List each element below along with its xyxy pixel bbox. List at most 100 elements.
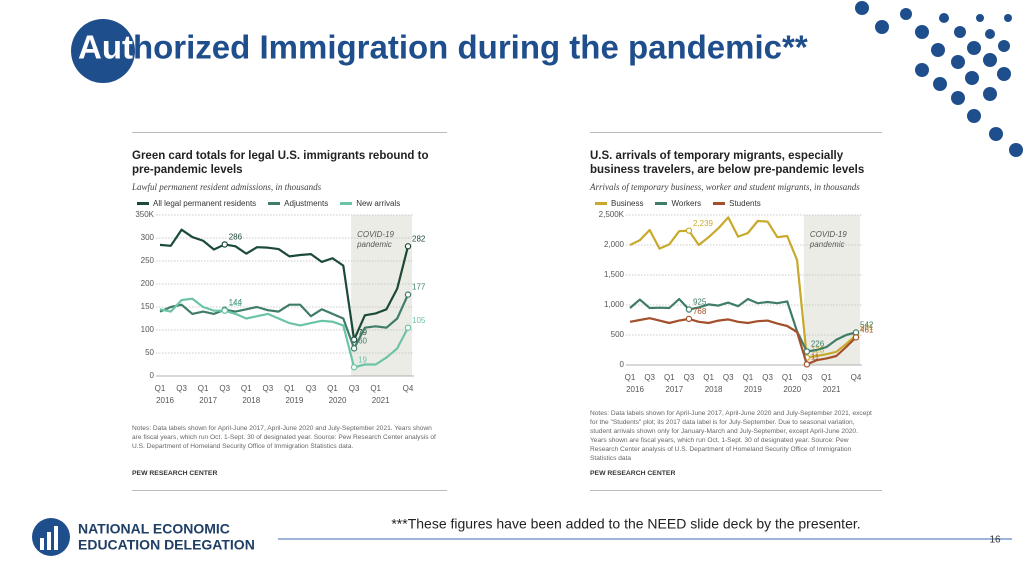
legend-item: Adjustments: [268, 199, 328, 208]
dot-pattern: [855, 1, 1023, 157]
x-year-label: 2021: [823, 385, 841, 394]
y-tick-label: 1,000: [604, 300, 625, 309]
slide-title-overlay: Authorized Immigration during the pandem…: [78, 29, 808, 66]
x-tick-label: Q3: [349, 384, 360, 393]
x-year-label: 2020: [783, 385, 801, 394]
legend-label: Students: [729, 199, 761, 208]
x-year-label: 2018: [705, 385, 723, 394]
point-marker: [685, 227, 693, 234]
point-marker: [404, 291, 412, 298]
data-label: 105: [412, 316, 426, 325]
x-tick-label: Q3: [723, 373, 734, 382]
logo-icon: [32, 518, 70, 556]
data-label: 542: [860, 321, 874, 330]
point-marker: [685, 315, 693, 323]
plot: COVID-19 pandemic 0 500 1,000 1,500 2,000 2,500…: [599, 210, 874, 394]
annotation: COVID-19 pandemic: [356, 230, 394, 249]
chart-title: Green card totals for legal U.S. immigra…: [132, 150, 429, 176]
data-label: 768: [693, 307, 707, 316]
x-year-label: 2017: [199, 396, 217, 405]
x-tick-label: Q3: [176, 384, 187, 393]
legend-item: All legal permanent residents: [137, 199, 256, 208]
chart-notes: Notes: Data labels shown for April-June …: [590, 410, 872, 462]
x-tick-label: Q3: [262, 384, 273, 393]
x-year-label: 2019: [285, 396, 303, 405]
chart-source: PEW RESEARCH CENTER: [132, 470, 218, 477]
legend-item: New arrivals: [340, 199, 400, 208]
data-label: 177: [412, 283, 426, 292]
annotation-line: pandemic: [809, 240, 845, 249]
legend-item: Workers: [655, 199, 701, 208]
series-line: [629, 216, 857, 359]
legend-label: New arrivals: [356, 199, 401, 208]
x-tick-label: Q3: [306, 384, 317, 393]
annotation-line: COVID-19: [357, 230, 394, 239]
title-badge: [71, 19, 135, 83]
legend-swatch: [713, 202, 726, 206]
x-tick-label: Q4: [403, 384, 414, 393]
chart-subtitle: Arrivals of temporary business, worker a…: [590, 182, 860, 192]
series-line: [629, 317, 857, 366]
point-marker: [221, 307, 228, 314]
data-label: 282: [412, 234, 426, 243]
x-tick-label: Q1: [370, 384, 381, 393]
legend-item: Business: [595, 199, 643, 208]
bottom-rule: [132, 490, 447, 491]
x-tick-label: Q1: [782, 373, 793, 382]
x-tick-label: Q1: [155, 384, 166, 393]
legend-label: Business: [611, 199, 644, 208]
x-tick-label: Q1: [241, 384, 252, 393]
x-year-label: 2016: [156, 396, 174, 405]
legend-label: Adjustments: [284, 199, 329, 208]
x-year-label: 2019: [744, 385, 762, 394]
x-tick-label: Q4: [851, 373, 862, 382]
x-tick-label: Q1: [327, 384, 338, 393]
y-tick-label: 350K: [135, 210, 154, 219]
chart-notes: Notes: Data labels shown for April-June …: [132, 425, 436, 450]
series-line: [159, 294, 410, 350]
data-label: 142: [229, 299, 243, 308]
point-marker: [404, 243, 412, 250]
legend: Business Workers Students: [595, 199, 761, 208]
x-year-label: 2020: [329, 396, 347, 405]
legend-swatch: [268, 202, 281, 206]
series-line: [159, 228, 410, 341]
point-marker: [685, 306, 693, 313]
legend: All legal permanent residents Adjustments…: [137, 199, 400, 208]
point-marker: [404, 324, 412, 331]
pandemic-shade: [351, 215, 412, 376]
x-year-label: 2017: [665, 385, 683, 394]
point-marker: [852, 334, 860, 341]
chart-subtitle: Lawful permanent resident admissions, in…: [132, 182, 322, 192]
x-tick-label: Q3: [219, 384, 230, 393]
x-tick-label: Q1: [664, 373, 675, 382]
x-year-label: 2016: [626, 385, 644, 394]
legend-label: All legal permanent residents: [153, 199, 257, 208]
x-tick-label: Q3: [644, 373, 655, 382]
legend-swatch: [137, 202, 149, 206]
annotation-line: pandemic: [356, 240, 392, 249]
data-label: 501: [860, 323, 874, 332]
series-line: [159, 297, 409, 369]
y-tick-label: 2,500K: [599, 210, 625, 219]
annotation: COVID-19 pandemic: [809, 230, 847, 249]
series-line: [629, 297, 857, 353]
data-label: 286: [229, 233, 243, 242]
x-tick-label: Q3: [684, 373, 695, 382]
slide-title: Authorized Immigration during the pandem…: [78, 29, 808, 66]
y-tick-label: 150: [141, 302, 155, 311]
x-tick-label: Q3: [802, 373, 813, 382]
point-marker: [221, 241, 228, 248]
top-rule: [132, 132, 447, 133]
plot: COVID-19 pandemic 0 50 100 150 200 250 300 350K Q1…: [135, 210, 426, 405]
bottom-rule: [590, 490, 882, 491]
x-tick-label: Q1: [743, 373, 754, 382]
point-marker: [803, 348, 811, 355]
x-year-label: 2021: [372, 396, 390, 405]
point-marker: [350, 345, 358, 352]
y-tick-label: 100: [141, 325, 155, 334]
data-label: 461: [860, 325, 874, 334]
legend-item: Students: [713, 199, 761, 208]
x-tick-label: Q1: [703, 373, 714, 382]
